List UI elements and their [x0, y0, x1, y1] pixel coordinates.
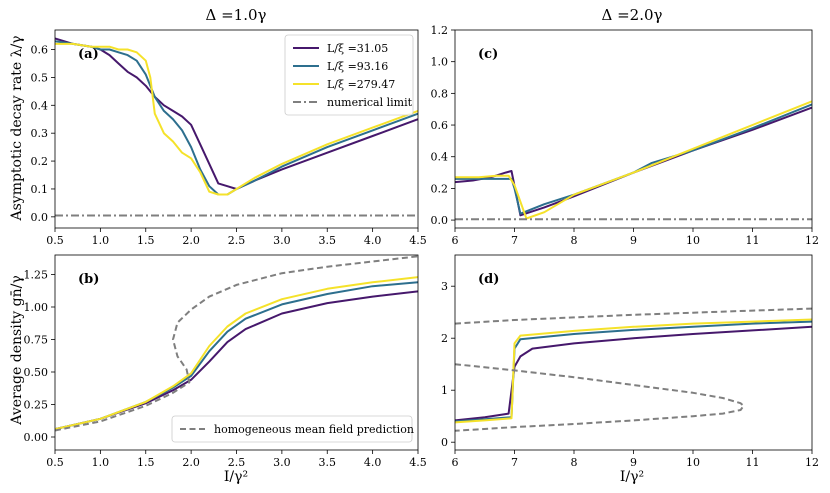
series-line-d-2 — [455, 318, 812, 424]
x-tick-label: 11 — [746, 234, 760, 247]
y-tick-label: 1.0 — [431, 56, 449, 69]
axes-frame — [454, 29, 813, 229]
x-tick-label: 1.0 — [92, 456, 110, 469]
series-line-b-1 — [55, 281, 418, 431]
y-tick-label: 1.25 — [24, 269, 49, 282]
x-tick-label: 10 — [686, 456, 700, 469]
panel-label: (c) — [478, 47, 498, 62]
panel-a: 0.5 1.0 1.5 2.0 2.5 3.0 3.5 4.0 4.5 0.0 0.1 0.2 0.3 0… — [31, 29, 427, 247]
y-tick-label: 0.3 — [31, 127, 49, 140]
y-tick-label: 0.0 — [431, 214, 449, 227]
x-tick-label: 10 — [686, 234, 700, 247]
x-tick-label: 2.0 — [182, 456, 200, 469]
x-tick-label: 12 — [805, 456, 819, 469]
y-tick-label: 0.4 — [431, 151, 449, 164]
x-tick-label: 2.5 — [228, 456, 246, 469]
x-tick-label: 1.5 — [137, 234, 155, 247]
x-tick-label: 12 — [805, 234, 819, 247]
y-tick-label: 0.8 — [431, 87, 449, 100]
x-tick-label: 6 — [452, 456, 459, 469]
y-tick-label: 0.25 — [24, 399, 49, 412]
series-line-b-3 — [55, 255, 418, 432]
xlabel-left: I/γ² — [224, 469, 248, 485]
y-tick-label: 0.6 — [431, 119, 449, 132]
panel-b: 0.5 1.0 1.5 2.0 2.5 3.0 3.5 4.0 4.5 0.00 0.25 0.50 0… — [24, 254, 427, 469]
y-tick-label: 0.00 — [24, 431, 49, 444]
axes-frame — [454, 254, 813, 451]
ylabel-top: Asymptotic decay rate λ/γ — [9, 35, 25, 221]
y-tick-label: 0.4 — [31, 99, 49, 112]
series-line-c-2 — [455, 100, 812, 220]
y-tick-label: 0.0 — [31, 211, 49, 224]
series-line-a-1 — [55, 40, 418, 196]
panel-c: 6 7 8 9 10 11 12 0.0 0.2 0.4 0.6 0.8 1.0 1.2 (c) — [431, 24, 820, 247]
legend-box — [284, 34, 414, 116]
y-tick-label: 0 — [441, 436, 448, 449]
x-tick-label: 4.5 — [409, 234, 427, 247]
x-tick-label: 0.5 — [46, 456, 64, 469]
x-tick-label: 7 — [511, 456, 518, 469]
x-tick-label: 2.5 — [228, 234, 246, 247]
panel-label: (d) — [478, 272, 499, 287]
title-right: Δ =2.0γ — [602, 6, 663, 24]
x-tick-label: 4.5 — [409, 456, 427, 469]
y-tick-label: 1.2 — [431, 24, 449, 37]
y-tick-label: 0.1 — [31, 183, 49, 196]
series-line-d-4 — [455, 363, 745, 432]
x-tick-label: 9 — [630, 456, 637, 469]
x-tick-label: 3.0 — [273, 234, 291, 247]
legend-label: L/ξ =279.47 — [327, 78, 395, 91]
y-tick-label: 3 — [441, 280, 448, 293]
y-tick-label: 1.00 — [24, 301, 49, 314]
legend-label: homogeneous mean field prediction — [214, 423, 414, 436]
x-tick-label: 3.5 — [319, 234, 337, 247]
series-group — [455, 100, 812, 221]
x-tick-label: 9 — [630, 234, 637, 247]
legend-box — [171, 415, 413, 443]
ylabel-bottom: Average density gn̄/γ — [9, 275, 25, 425]
x-tick-label: 3.0 — [273, 456, 291, 469]
x-tick-label: 4.0 — [364, 456, 382, 469]
x-tick-label: 1.0 — [92, 234, 110, 247]
legend-label: L/ξ =93.16 — [327, 60, 388, 73]
x-tick-label: 8 — [571, 234, 578, 247]
x-tick-label: 0.5 — [46, 234, 64, 247]
series-group — [455, 307, 812, 432]
y-tick-label: 0.50 — [24, 366, 49, 379]
x-tick-label: 4.0 — [364, 234, 382, 247]
y-tick-label: 0.5 — [31, 71, 49, 84]
series-group — [55, 255, 418, 432]
series-line-d-3 — [455, 307, 812, 325]
x-tick-label: 6 — [452, 234, 459, 247]
x-tick-label: 8 — [571, 456, 578, 469]
series-line-c-0 — [455, 106, 812, 217]
y-tick-label: 1 — [441, 384, 448, 397]
panel-label: (a) — [78, 47, 99, 62]
series-group — [55, 37, 418, 217]
series-line-d-0 — [455, 325, 812, 422]
xlabel-right: I/γ² — [620, 469, 644, 485]
title-left: Δ =1.0γ — [206, 6, 267, 24]
y-tick-label: 0.75 — [24, 334, 49, 347]
y-tick-label: 0.6 — [31, 44, 49, 57]
x-tick-label: 7 — [511, 234, 518, 247]
panel-label: (b) — [78, 272, 99, 287]
y-tick-label: 0.2 — [431, 182, 449, 195]
legend-label: numerical limit — [327, 96, 413, 109]
series-line-b-2 — [55, 276, 418, 431]
x-tick-label: 3.5 — [319, 456, 337, 469]
series-line-d-1 — [455, 320, 812, 423]
y-tick-label: 2 — [441, 332, 448, 345]
x-tick-label: 2.0 — [182, 234, 200, 247]
x-tick-label: 1.5 — [137, 456, 155, 469]
series-line-a-2 — [55, 42, 418, 196]
series-line-c-1 — [455, 103, 812, 215]
x-tick-label: 11 — [746, 456, 760, 469]
series-line-b-0 — [55, 290, 418, 431]
legend-label: L/ξ =31.05 — [327, 42, 388, 55]
y-tick-label: 0.2 — [31, 155, 49, 168]
